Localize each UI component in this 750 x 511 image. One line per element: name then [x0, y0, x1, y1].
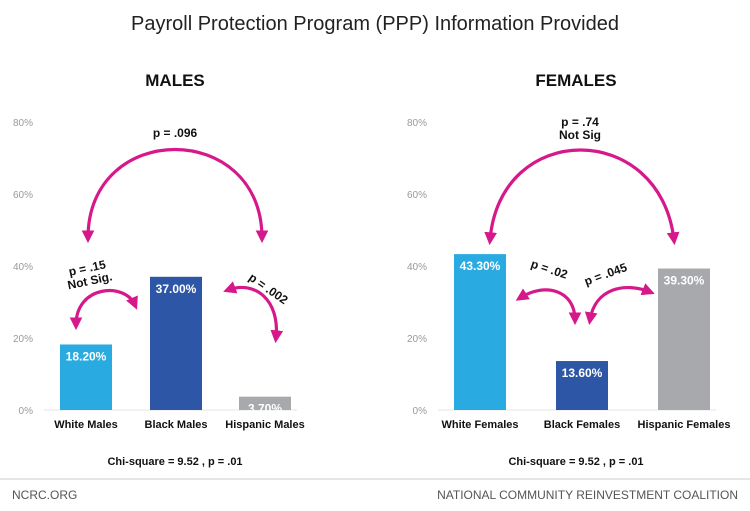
significance-arrow [81, 148, 269, 244]
y-tick-label: 0% [413, 406, 428, 417]
y-tick-label: 60% [13, 190, 33, 201]
x-tick-label: White Males [54, 419, 118, 431]
footer-left: NCRC.ORG [12, 488, 77, 502]
females-chart: FEMALES 0% 20% 40% 60% 80% 43.30% White Females… [407, 71, 730, 468]
significance-label: p = .15Not Sig. [64, 257, 114, 293]
x-tick-label: White Females [441, 419, 518, 431]
y-tick-label: 0% [19, 406, 34, 417]
bar [658, 268, 710, 410]
chart-title: FEMALES [535, 71, 616, 90]
data-label: 43.30% [460, 259, 501, 273]
data-label: 13.60% [562, 366, 603, 380]
x-tick-label: Black Males [145, 419, 208, 431]
x-tick-label: Hispanic Females [638, 419, 731, 431]
footer-right: NATIONAL COMMUNITY REINVESTMENT COALITIO… [437, 488, 738, 502]
x-tick-label: Black Females [544, 419, 620, 431]
chi-square-note: Chi-square = 9.52 , p = .01 [107, 456, 242, 468]
bar [454, 254, 506, 410]
page-title: Payroll Protection Program (PPP) Informa… [131, 13, 619, 35]
y-tick-label: 20% [407, 334, 427, 345]
significance-arrow [515, 288, 582, 326]
y-tick-label: 40% [13, 262, 33, 273]
bar [150, 276, 202, 410]
y-tick-label: 80% [407, 118, 427, 129]
data-label: 18.20% [66, 349, 107, 363]
y-tick-label: 80% [13, 118, 33, 129]
bar [60, 344, 112, 410]
bar [556, 361, 608, 410]
data-label: 3.70% [248, 402, 282, 416]
significance-arrow [584, 283, 655, 326]
significance-label: p = .045 [582, 260, 629, 288]
bar [239, 396, 291, 410]
y-tick-label: 20% [13, 334, 33, 345]
x-tick-label: Hispanic Males [225, 419, 304, 431]
significance-label: p = .02 [529, 257, 569, 282]
chi-square-note: Chi-square = 9.52 , p = .01 [508, 456, 643, 468]
significance-label: p = .74 Not Sig [559, 115, 601, 142]
significance-arrow [69, 289, 138, 331]
chart-title: MALES [145, 71, 205, 90]
males-chart: MALES 0% 20% 40% 60% 80% 18.20% White Males 37.0… [13, 71, 305, 468]
data-label: 37.00% [156, 282, 197, 296]
significance-label: p = .096 [153, 126, 198, 140]
data-label: 39.30% [664, 274, 705, 288]
significance-arrow [223, 281, 284, 344]
y-tick-label: 40% [407, 262, 427, 273]
significance-arrow [484, 148, 680, 246]
y-tick-label: 60% [407, 190, 427, 201]
